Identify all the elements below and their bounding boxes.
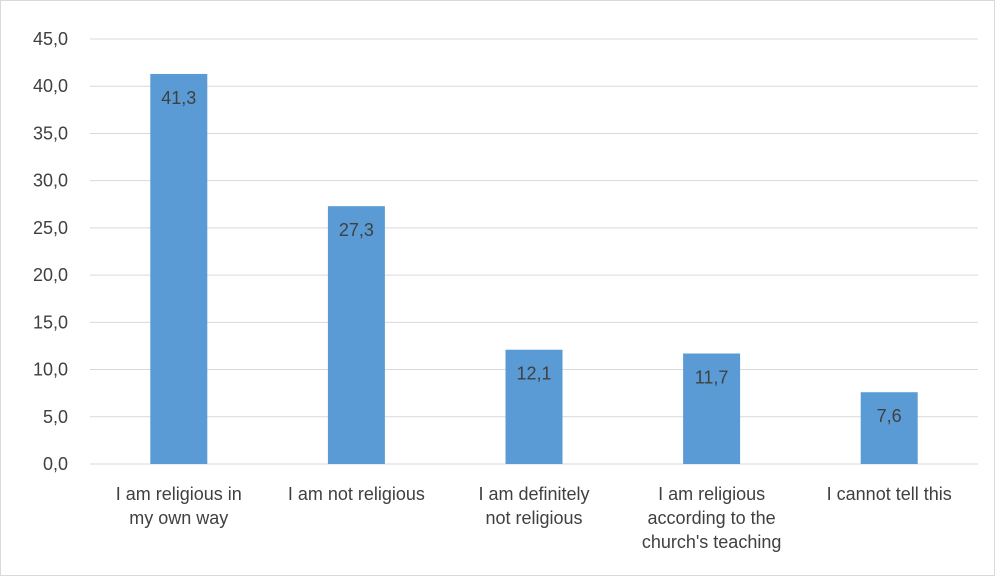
category-label-line: I am religious in — [116, 484, 242, 504]
data-label: 41,3 — [161, 88, 196, 108]
y-tick-label: 10,0 — [33, 360, 68, 380]
y-tick-label: 25,0 — [33, 218, 68, 238]
bar — [150, 73, 208, 464]
bar — [327, 206, 385, 464]
category-label-line: not religious — [485, 508, 582, 528]
y-tick-label: 0,0 — [43, 454, 68, 474]
data-label: 7,6 — [877, 406, 902, 426]
category-label: I am religious in my own way — [116, 484, 242, 528]
category-label: I am definitely not religious — [478, 484, 589, 528]
bar — [683, 353, 741, 464]
category-label-line: I cannot tell this — [827, 484, 952, 504]
category-label: I am religious according to the church's t… — [642, 484, 782, 552]
y-tick-label: 5,0 — [43, 407, 68, 427]
category-label-line: I am not religious — [288, 484, 425, 504]
bar — [860, 392, 918, 464]
y-tick-label: 30,0 — [33, 171, 68, 191]
data-label: 27,3 — [339, 220, 374, 240]
data-label: 11,7 — [695, 368, 729, 388]
category-label-line: my own way — [129, 508, 228, 528]
y-tick-label: 35,0 — [33, 123, 68, 143]
y-tick-label: 45,0 — [33, 29, 68, 49]
data-label: 12,1 — [516, 364, 551, 384]
bar — [505, 349, 563, 464]
category-label-line: I am definitely — [478, 484, 589, 504]
category-label-line: according to the — [648, 508, 776, 528]
category-label: I cannot tell this — [827, 484, 952, 504]
category-label-line: I am religious — [658, 484, 765, 504]
category-label: I am not religious — [288, 484, 425, 504]
y-tick-label: 15,0 — [33, 312, 68, 332]
y-tick-label: 20,0 — [33, 265, 68, 285]
y-tick-label: 40,0 — [33, 76, 68, 96]
category-label-line: church's teaching — [642, 532, 782, 552]
